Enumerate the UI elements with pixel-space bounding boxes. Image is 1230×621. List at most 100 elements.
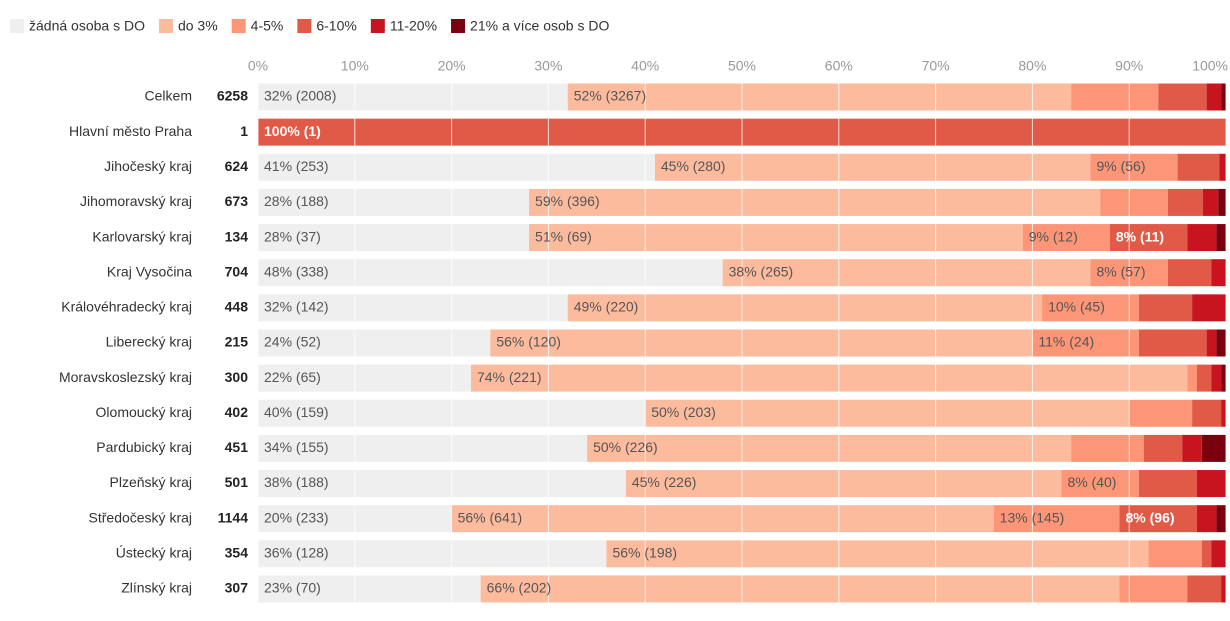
x-tick-label: 100% (1192, 58, 1228, 74)
bar-segment (1219, 153, 1226, 181)
bar-segment (1206, 329, 1217, 357)
row-total: 451 (225, 439, 249, 455)
legend-swatch (10, 19, 24, 33)
bar-segment (1071, 434, 1144, 462)
bar-segment (1221, 364, 1226, 392)
bar-segment (1138, 470, 1197, 498)
bar-segment (1192, 399, 1222, 427)
value-label: 59% (396) (535, 193, 600, 209)
legend-swatch (451, 19, 466, 33)
bar-segment (258, 575, 481, 603)
bar-segment (606, 540, 1149, 568)
value-label: 56% (641) (458, 509, 523, 525)
x-tick-label: 90% (1115, 58, 1143, 74)
bar-segment (1109, 224, 1188, 252)
bar-segment (1187, 364, 1197, 392)
value-label: 38% (265) (729, 263, 794, 279)
bar-segment (1177, 153, 1220, 181)
value-label: 32% (2008) (264, 88, 336, 104)
bar-segment (1196, 505, 1217, 533)
bar-segment (1129, 399, 1193, 427)
value-label: 38% (188) (264, 474, 329, 490)
row-total: 673 (225, 193, 249, 209)
category-label: Karlovarský kraj (92, 228, 192, 244)
bar-segment (1071, 83, 1159, 111)
bar-segment (1042, 294, 1139, 322)
value-label: 34% (155) (264, 439, 329, 455)
value-label: 41% (253) (264, 158, 329, 174)
value-label: 11% (24) (1038, 334, 1094, 350)
category-label: Pardubický kraj (96, 439, 192, 455)
category-label: Jihomoravský kraj (80, 193, 192, 209)
bar-segment (1187, 224, 1217, 252)
category-label: Zlínský kraj (121, 580, 192, 596)
row-total: 704 (225, 263, 249, 279)
x-tick-label: 70% (922, 58, 950, 74)
bar-segment (1221, 575, 1226, 603)
x-tick-label: 30% (534, 58, 562, 74)
row-total: 300 (225, 369, 249, 385)
bar-segment (567, 83, 1072, 111)
value-label: 20% (233) (264, 509, 329, 525)
bar-segment (1090, 153, 1178, 181)
bar-segment (1211, 259, 1226, 287)
legend-swatch (297, 19, 312, 33)
category-label: Královéhradecký kraj (61, 299, 192, 315)
value-label: 24% (52) (264, 334, 321, 350)
bar-segment (258, 83, 568, 111)
category-label: Jihočeský kraj (104, 158, 192, 174)
value-label: 36% (128) (264, 545, 329, 561)
x-tick-label: 40% (631, 58, 659, 74)
bar-segment (1119, 505, 1197, 533)
legend-label: do 3% (178, 18, 218, 34)
category-label: Hlavní město Praha (69, 123, 192, 139)
category-label: Plzeňský kraj (110, 474, 192, 490)
legend-swatch (231, 19, 246, 33)
legend-swatch (370, 19, 385, 33)
bar-segment (1211, 364, 1222, 392)
row-total: 501 (225, 474, 249, 490)
value-label: 9% (12) (1029, 228, 1078, 244)
row-total: 402 (225, 404, 249, 420)
legend-label: žádná osoba s DO (29, 18, 145, 34)
bar-segment (480, 575, 1120, 603)
value-label: 8% (40) (1067, 474, 1116, 490)
value-label: 32% (142) (264, 299, 329, 315)
bar-segment (1143, 434, 1183, 462)
legend-label: 11-20% (390, 18, 437, 34)
bar-segment (258, 434, 588, 462)
bar-segment (258, 364, 471, 392)
row-total: 307 (225, 580, 249, 596)
bar-segment (567, 294, 1043, 322)
bar-segment (1216, 329, 1226, 357)
bar-segment (1167, 188, 1203, 216)
value-label: 13% (145) (1000, 509, 1065, 525)
bar-segment (529, 224, 1023, 252)
row-total: 354 (225, 545, 249, 561)
bar-segment (1196, 470, 1226, 498)
bar-segment (1221, 83, 1226, 111)
bar-segment (1211, 540, 1226, 568)
row-total: 624 (225, 158, 249, 174)
value-label: 56% (120) (496, 334, 561, 350)
x-tick-label: 0% (248, 58, 268, 74)
category-label: Ústecký kraj (116, 545, 192, 561)
bar-segment (1148, 540, 1202, 568)
bar-segment (1206, 83, 1222, 111)
bar-segment (1201, 434, 1226, 462)
row-total: 6258 (217, 88, 248, 104)
bar-segment (1221, 399, 1226, 427)
x-tick-label: 10% (341, 58, 369, 74)
bar-segment (258, 153, 655, 181)
bar-segment (258, 470, 626, 498)
bar-segment (1196, 364, 1212, 392)
bar-segment (1192, 294, 1226, 322)
category-label: Moravskoslezský kraj (59, 369, 192, 385)
value-label: 9% (56) (1096, 158, 1145, 174)
bar-segment (654, 153, 1091, 181)
category-label: Kraj Vysočina (107, 263, 192, 279)
x-tick-label: 60% (825, 58, 853, 74)
value-label: 45% (280) (661, 158, 726, 174)
bar-segment (1202, 188, 1219, 216)
